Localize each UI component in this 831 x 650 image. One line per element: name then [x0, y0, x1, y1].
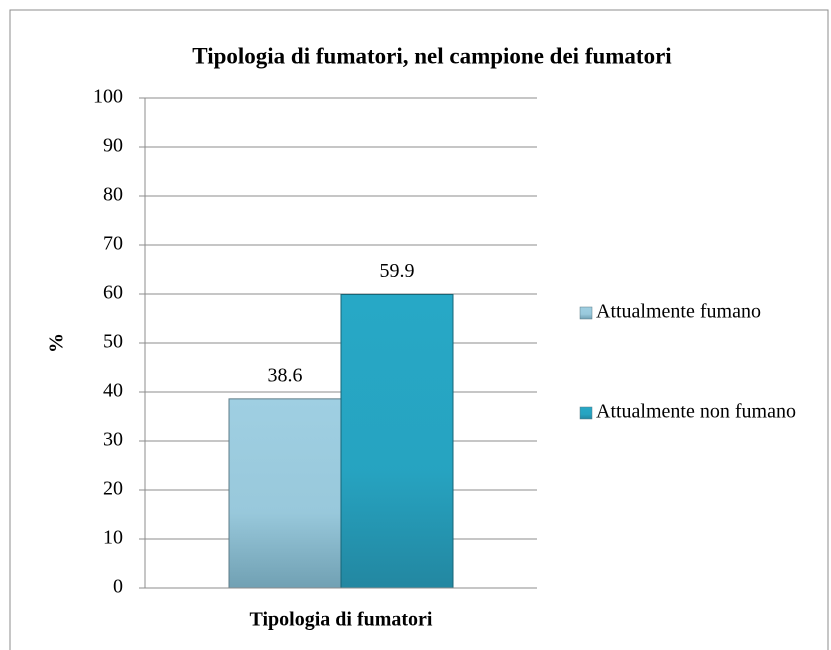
legend-label: Attualmente fumano: [596, 301, 761, 323]
y-tick-label: 90: [103, 135, 123, 157]
legend-label: Attualmente non fumano: [596, 401, 796, 423]
y-tick-label: 30: [103, 429, 123, 451]
y-tick-label: 60: [103, 282, 123, 304]
y-tick-label: 100: [93, 86, 123, 108]
data-label: 38.6: [268, 364, 303, 386]
y-tick-label: 0: [113, 576, 123, 598]
bar: [228, 398, 342, 589]
y-tick-label: 20: [103, 478, 123, 500]
data-label: 59.9: [380, 260, 415, 282]
y-tick-label: 10: [103, 527, 123, 549]
legend-marker: [579, 306, 593, 320]
y-tick-label: 70: [103, 233, 123, 255]
chart-border: [9, 9, 829, 650]
y-tick-label: 80: [103, 184, 123, 206]
legend-marker: [579, 406, 593, 420]
y-tick-label: 40: [103, 380, 123, 402]
y-tick-label: 50: [103, 331, 123, 353]
chart-title: Tipologia di fumatori, nel campione dei …: [192, 43, 672, 68]
y-axis-label: %: [46, 333, 68, 353]
x-tick-label: Tipologia di fumatori: [250, 609, 433, 631]
bar: [340, 293, 454, 589]
